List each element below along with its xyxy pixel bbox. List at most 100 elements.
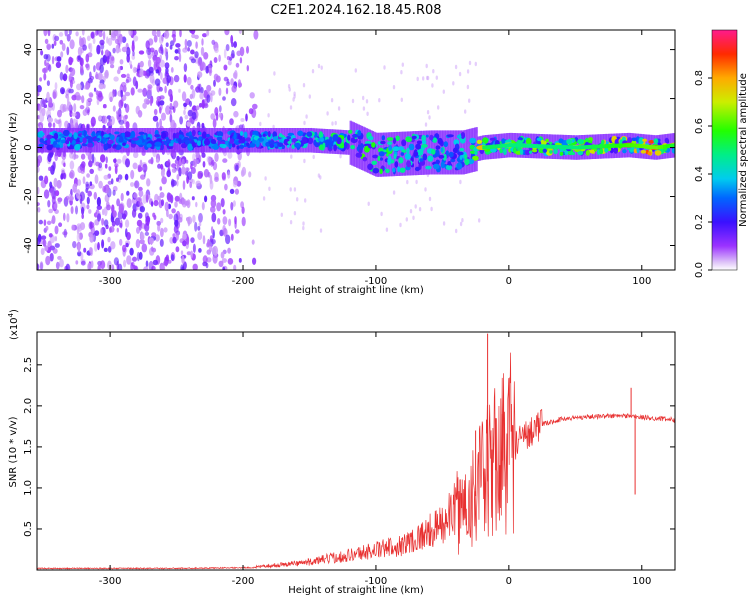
spectrogram-core — [548, 144, 552, 149]
spectrogram-noise-speckle — [39, 261, 44, 270]
spectrogram-noise-speckle — [90, 31, 95, 39]
spectrogram-noise-speckle — [63, 162, 66, 168]
spectrogram-noise-speckle — [175, 232, 179, 241]
spectrogram-noise-speckle — [103, 247, 108, 252]
spectrogram-noise-speckle — [459, 221, 463, 227]
spectrogram-noise-speckle — [287, 84, 291, 89]
spectrogram-noise-speckle — [145, 40, 150, 50]
spectrogram-noise-speckle — [162, 77, 168, 84]
snr-y-tick-label: 1.5 — [23, 439, 34, 455]
spectrogram-band-blob — [74, 144, 81, 151]
spectrogram-band-blob — [191, 129, 196, 137]
spectrogram-noise-speckle — [212, 245, 218, 256]
spectrogram-core — [490, 144, 494, 149]
spectrogram-noise-speckle — [437, 105, 440, 110]
spectrogram-band-blob — [425, 165, 432, 170]
spectrogram-noise-speckle — [57, 199, 61, 204]
spectrogram-band-halo — [397, 131, 400, 176]
spectrogram-noise-speckle — [76, 232, 81, 242]
spectrogram-band-blob — [154, 141, 162, 147]
spectrogram-band-blob — [239, 144, 245, 149]
spectrogram-noise-speckle — [75, 95, 82, 101]
spectrogram-band-blob — [464, 154, 468, 159]
spectrogram-x-tick-label: -200 — [232, 276, 255, 287]
spectrogram-x-tick-label: -300 — [99, 276, 122, 287]
spectrogram-noise-speckle — [190, 250, 194, 259]
spectrogram-noise-speckle — [62, 151, 66, 158]
spectrogram-noise-speckle — [160, 227, 164, 238]
spectrogram-noise-speckle — [246, 65, 249, 72]
spectrogram-noise-speckle — [225, 87, 229, 95]
spectrogram-band-blob — [53, 132, 59, 140]
spectrogram-noise-speckle — [235, 62, 240, 68]
spectrogram-noise-speckle — [189, 100, 192, 107]
spectrogram-core — [612, 143, 616, 148]
snr-y-tick-label: 1.0 — [23, 480, 34, 496]
spectrogram-noise-speckle — [62, 104, 67, 112]
spectrogram-noise-speckle — [154, 234, 160, 242]
spectrogram-noise-speckle — [44, 245, 49, 252]
spectrogram-noise-speckle — [168, 213, 173, 220]
spectrogram-noise-speckle — [424, 187, 427, 192]
spectrogram-noise-speckle — [190, 30, 196, 35]
spectrogram-noise-speckle — [195, 86, 201, 93]
spectrogram-noise-speckle — [164, 85, 167, 94]
spectrogram-noise-speckle — [62, 73, 68, 82]
spectrogram-core — [585, 145, 589, 150]
spectrogram-band-halo — [370, 130, 373, 175]
spectrogram-core — [522, 143, 526, 148]
spectrogram-noise-speckle — [130, 182, 135, 187]
spectrogram-noise-speckle — [227, 171, 231, 179]
spectrogram-noise-speckle — [302, 225, 305, 231]
spectrogram-band-blob — [577, 138, 585, 145]
spectrogram-noise-speckle — [57, 255, 62, 260]
spectrogram-band-blob — [301, 136, 307, 145]
spectrogram-band-blob — [445, 150, 449, 156]
spectrogram-band-blob — [419, 158, 424, 162]
spectrogram-noise-speckle — [120, 73, 127, 78]
spectrogram-noise-speckle — [192, 263, 198, 270]
spectrogram-noise-speckle — [89, 93, 94, 98]
spectrogram-band-blob — [604, 147, 609, 153]
spectrogram-noise-speckle — [362, 95, 365, 101]
spectrogram-noise-speckle — [172, 36, 176, 43]
spectrogram-noise-speckle — [99, 64, 104, 74]
spectrogram-noise-speckle — [114, 165, 118, 175]
spectrogram-band-blob — [234, 140, 240, 145]
spectrogram-noise-speckle — [253, 30, 259, 40]
spectrogram-noise-speckle — [137, 212, 143, 219]
spectrogram-noise-speckle — [202, 261, 208, 267]
spectrogram-noise-speckle — [94, 230, 100, 237]
spectrogram-noise-speckle — [178, 167, 182, 177]
spectrogram-band-halo — [151, 128, 154, 153]
spectrogram-noise-speckle — [173, 225, 179, 234]
spectrogram-noise-speckle — [190, 84, 194, 90]
spectrogram-band-blob — [367, 163, 374, 171]
spectrogram-core — [609, 144, 613, 148]
spectrogram-noise-speckle — [75, 260, 79, 265]
spectrogram-band-blob — [386, 137, 394, 141]
spectrogram-noise-speckle — [122, 84, 127, 93]
spectrogram-band-blob — [654, 150, 662, 156]
spectrogram-band-blob — [380, 140, 386, 145]
spectrogram-noise-speckle — [54, 236, 58, 242]
spectrogram-noise-speckle — [89, 234, 94, 243]
spectrogram-noise-speckle — [132, 66, 137, 74]
spectrogram-noise-speckle — [163, 260, 169, 266]
spectrogram-noise-speckle — [102, 104, 107, 109]
spectrogram-noise-speckle — [37, 166, 40, 173]
spectrogram-noise-speckle — [50, 165, 55, 175]
spectrogram-noise-speckle — [227, 151, 233, 159]
spectrogram-noise-speckle — [105, 156, 108, 164]
spectrogram-noise-speckle — [54, 82, 58, 91]
spectrogram-noise-speckle — [95, 30, 99, 36]
spectrogram-noise-speckle — [182, 233, 187, 240]
snr-y-tick-label: 2.0 — [23, 398, 34, 414]
spectrogram-core — [665, 144, 669, 149]
spectrogram-band-blob — [87, 142, 94, 148]
spectrogram-band-blob — [392, 146, 400, 152]
spectrogram-noise-speckle — [147, 59, 152, 68]
spectrogram-band-blob — [38, 132, 45, 137]
spectrogram-noise-speckle — [126, 198, 132, 209]
spectrogram-noise-speckle — [218, 54, 221, 62]
